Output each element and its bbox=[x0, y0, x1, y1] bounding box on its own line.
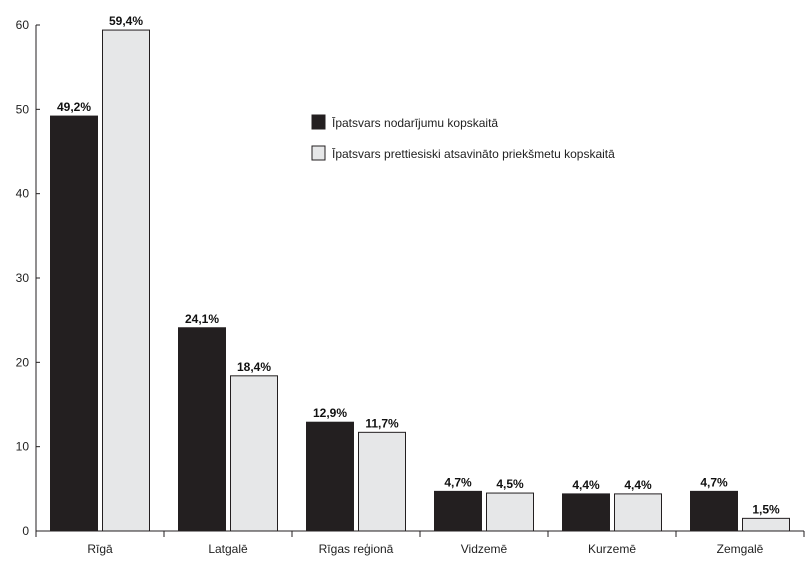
bar-value-label: 12,9% bbox=[313, 406, 347, 420]
legend-item-series-1: Īpatsvars nodarījumu kopskaitā bbox=[311, 114, 498, 130]
bar-value-label: 49,2% bbox=[57, 100, 91, 114]
y-tick-label: 30 bbox=[16, 271, 30, 285]
legend-label-series-1: Īpatsvars nodarījumu kopskaitā bbox=[332, 116, 498, 130]
legend-item-series-2: Īpatsvars prettiesiski atsavināto priekš… bbox=[311, 145, 615, 161]
bar-value-label: 24,1% bbox=[185, 312, 219, 326]
bar-value-label: 4,4% bbox=[624, 478, 652, 492]
bar-value-label: 18,4% bbox=[237, 360, 271, 374]
legend-label-series-2: Īpatsvars prettiesiski atsavināto priekš… bbox=[332, 147, 615, 161]
y-tick-label: 0 bbox=[22, 524, 29, 538]
x-category-label: Zemgalē bbox=[717, 542, 764, 556]
bar-series-1 bbox=[178, 327, 226, 532]
legend-swatch-series-1 bbox=[311, 114, 326, 130]
bar-series-2 bbox=[230, 375, 278, 532]
bar-value-label: 4,7% bbox=[444, 475, 472, 489]
y-tick-label: 40 bbox=[16, 187, 30, 201]
y-tick-label: 10 bbox=[16, 440, 30, 454]
bar-value-label: 4,7% bbox=[700, 475, 728, 489]
legend-swatch-series-2 bbox=[311, 145, 326, 161]
legend: Īpatsvars nodarījumu kopskaitā Īpatsvars… bbox=[311, 114, 615, 161]
bar-value-label: 11,7% bbox=[365, 416, 399, 430]
y-tick-label: 60 bbox=[16, 18, 30, 32]
bar-series-2 bbox=[358, 431, 406, 532]
bar-series-2 bbox=[742, 517, 790, 532]
bar-series-2 bbox=[614, 493, 662, 532]
x-category-label: Rīgas reģionā bbox=[319, 542, 394, 556]
bar-value-label: 4,5% bbox=[496, 477, 524, 491]
bar-series-1 bbox=[50, 115, 98, 532]
x-category-label: Rīgā bbox=[87, 542, 113, 556]
y-axis: 0 10 20 30 40 50 60 bbox=[16, 18, 40, 538]
x-axis: Rīgā Latgalē Rīgas reģionā Vidzemē Kurzemē Ze… bbox=[35, 530, 805, 556]
x-category-label: Latgalē bbox=[208, 542, 248, 556]
x-category-label: Kurzemē bbox=[588, 542, 636, 556]
value-labels: 49,2% 59,4% 24,1% 18,4% 12,9% 11,7% 4,7% 4,5% 4,… bbox=[57, 14, 780, 516]
bar-series-1 bbox=[562, 493, 610, 532]
bars bbox=[50, 29, 790, 532]
bar-series-2 bbox=[486, 492, 534, 532]
y-tick-label: 50 bbox=[16, 102, 30, 116]
x-category-label: Vidzemē bbox=[461, 542, 508, 556]
bar-series-2 bbox=[102, 29, 150, 532]
bar-value-label: 59,4% bbox=[109, 14, 143, 28]
bar-series-1 bbox=[306, 421, 354, 532]
bar-value-label: 1,5% bbox=[752, 502, 780, 516]
bar-series-1 bbox=[690, 490, 738, 532]
bar-series-1 bbox=[434, 490, 482, 532]
y-tick-label: 20 bbox=[16, 355, 30, 369]
bar-value-label: 4,4% bbox=[572, 478, 600, 492]
